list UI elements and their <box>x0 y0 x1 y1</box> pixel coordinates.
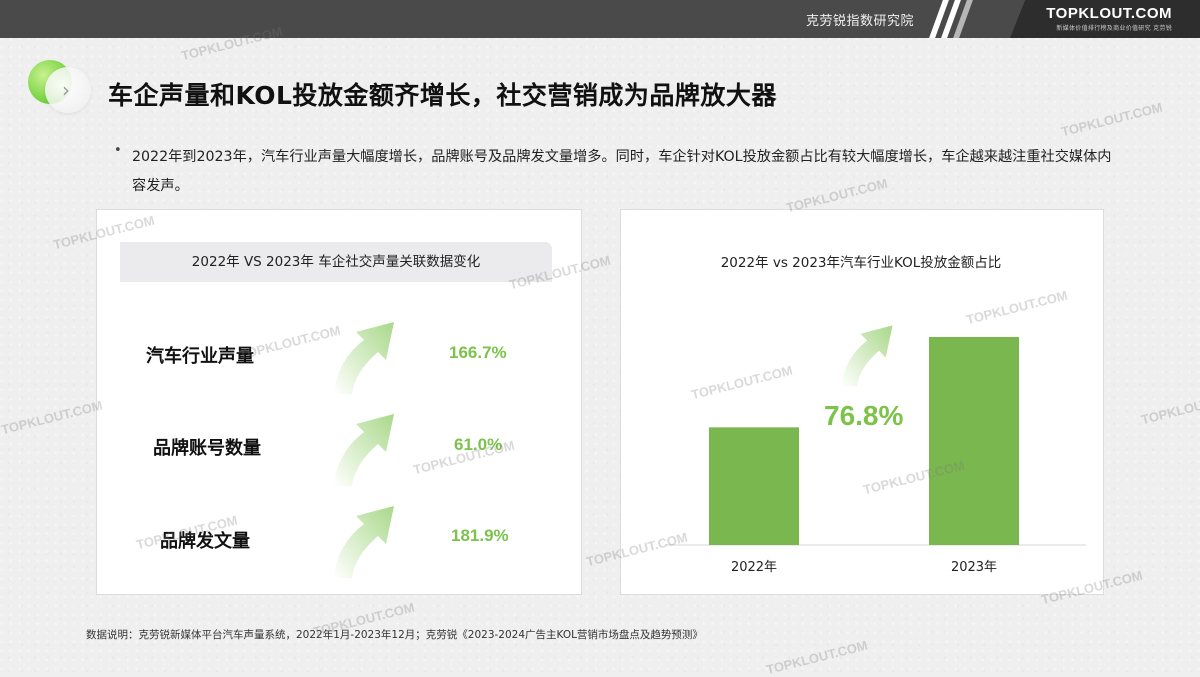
x-tick-label: 2023年 <box>951 560 997 575</box>
watermark: TOPKLOUT.COM <box>1059 99 1165 140</box>
bar-2 <box>929 337 1019 545</box>
metric-label-brand-accounts: 品牌账号数量 <box>153 438 261 459</box>
bullet-dot: • <box>114 143 122 158</box>
institute-name: 克劳锐指数研究院 <box>805 14 914 29</box>
metric-value-brand-accounts: 61.0% <box>454 435 503 454</box>
up-arrow-icon <box>334 414 394 486</box>
chevron-right-icon: › <box>62 78 70 102</box>
up-arrow-icon <box>334 322 394 394</box>
metric-value-industry-volume: 166.7% <box>449 343 507 362</box>
summary-text: 2022年到2023年，汽车行业声量大幅度增长，品牌账号及品牌发文量增多。同时，… <box>132 149 1112 194</box>
up-arrow-icon <box>334 506 394 578</box>
page-title: 车企声量和KOL投放金额齐增长，社交营销成为品牌放大器 <box>108 81 777 110</box>
white-ball-decoration <box>45 67 91 113</box>
metric-value-brand-posts: 181.9% <box>451 526 509 545</box>
top-bar <box>0 0 1200 38</box>
social-metrics-panel-header: 2022年 VS 2023年 车企社交声量关联数据变化 <box>120 242 552 282</box>
watermark: TOPKLOUT.COM <box>1139 387 1200 428</box>
kol-spend-chart-panel <box>620 209 1104 595</box>
metric-label-brand-posts: 品牌发文量 <box>160 531 250 552</box>
metric-label-industry-volume: 汽车行业声量 <box>146 346 254 367</box>
watermark: TOPKLOUT.COM <box>0 397 105 438</box>
chart-title: 2022年 vs 2023年汽车行业KOL投放金额占比 <box>720 255 1002 271</box>
top-bar-logo-area <box>1010 0 1200 38</box>
growth-annotation: 76.8% <box>824 400 904 431</box>
watermark: TOPKLOUT.COM <box>764 637 870 677</box>
data-source-note: 数据说明：克劳锐新媒体平台汽车声量系统，2022年1月-2023年12月；克劳锐… <box>86 629 703 641</box>
brand-logo-tagline: 新媒体价值排行榜及商业价值研究 克劳锐 <box>1056 25 1172 32</box>
kol-spend-bar-chart: 2022年 2023年 <box>666 337 1086 575</box>
brand-logo: TOPKLOUT.COM <box>1046 5 1172 22</box>
bar-1 <box>709 427 799 545</box>
x-tick-label: 2022年 <box>731 560 777 575</box>
up-arrow-icon <box>841 325 893 387</box>
